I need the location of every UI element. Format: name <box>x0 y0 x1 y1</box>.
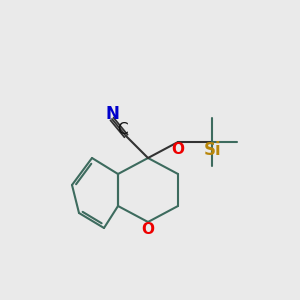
Text: N: N <box>105 105 119 123</box>
Text: C: C <box>117 122 127 137</box>
Text: O: O <box>172 142 184 158</box>
Text: Si: Si <box>204 141 222 159</box>
Text: O: O <box>142 223 154 238</box>
